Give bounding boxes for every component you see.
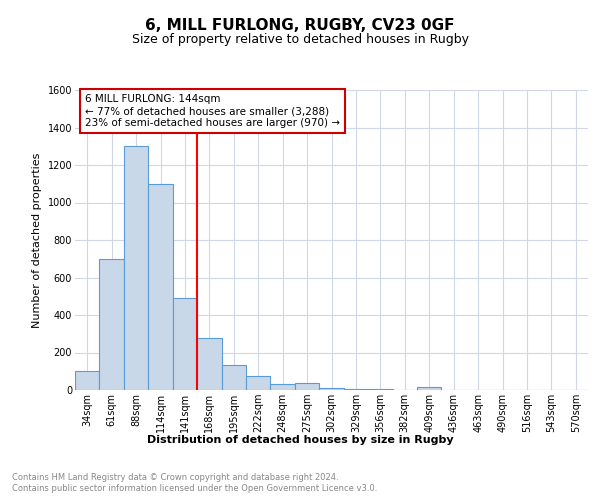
- Text: Size of property relative to detached houses in Rugby: Size of property relative to detached ho…: [131, 32, 469, 46]
- Bar: [173, 298, 197, 390]
- Bar: [295, 384, 319, 390]
- Text: 6 MILL FURLONG: 144sqm
← 77% of detached houses are smaller (3,288)
23% of semi-: 6 MILL FURLONG: 144sqm ← 77% of detached…: [85, 94, 340, 128]
- Bar: [417, 387, 442, 390]
- Bar: [319, 388, 344, 390]
- Bar: [197, 338, 221, 390]
- Bar: [271, 384, 295, 390]
- Text: Distribution of detached houses by size in Rugby: Distribution of detached houses by size …: [146, 435, 454, 445]
- Text: Contains public sector information licensed under the Open Government Licence v3: Contains public sector information licen…: [12, 484, 377, 493]
- Bar: [344, 389, 368, 390]
- Bar: [148, 184, 173, 390]
- Bar: [124, 146, 148, 390]
- Bar: [100, 259, 124, 390]
- Bar: [221, 364, 246, 390]
- Text: Contains HM Land Registry data © Crown copyright and database right 2024.: Contains HM Land Registry data © Crown c…: [12, 472, 338, 482]
- Bar: [246, 376, 271, 390]
- Bar: [75, 371, 100, 390]
- Y-axis label: Number of detached properties: Number of detached properties: [32, 152, 42, 328]
- Text: 6, MILL FURLONG, RUGBY, CV23 0GF: 6, MILL FURLONG, RUGBY, CV23 0GF: [145, 18, 455, 32]
